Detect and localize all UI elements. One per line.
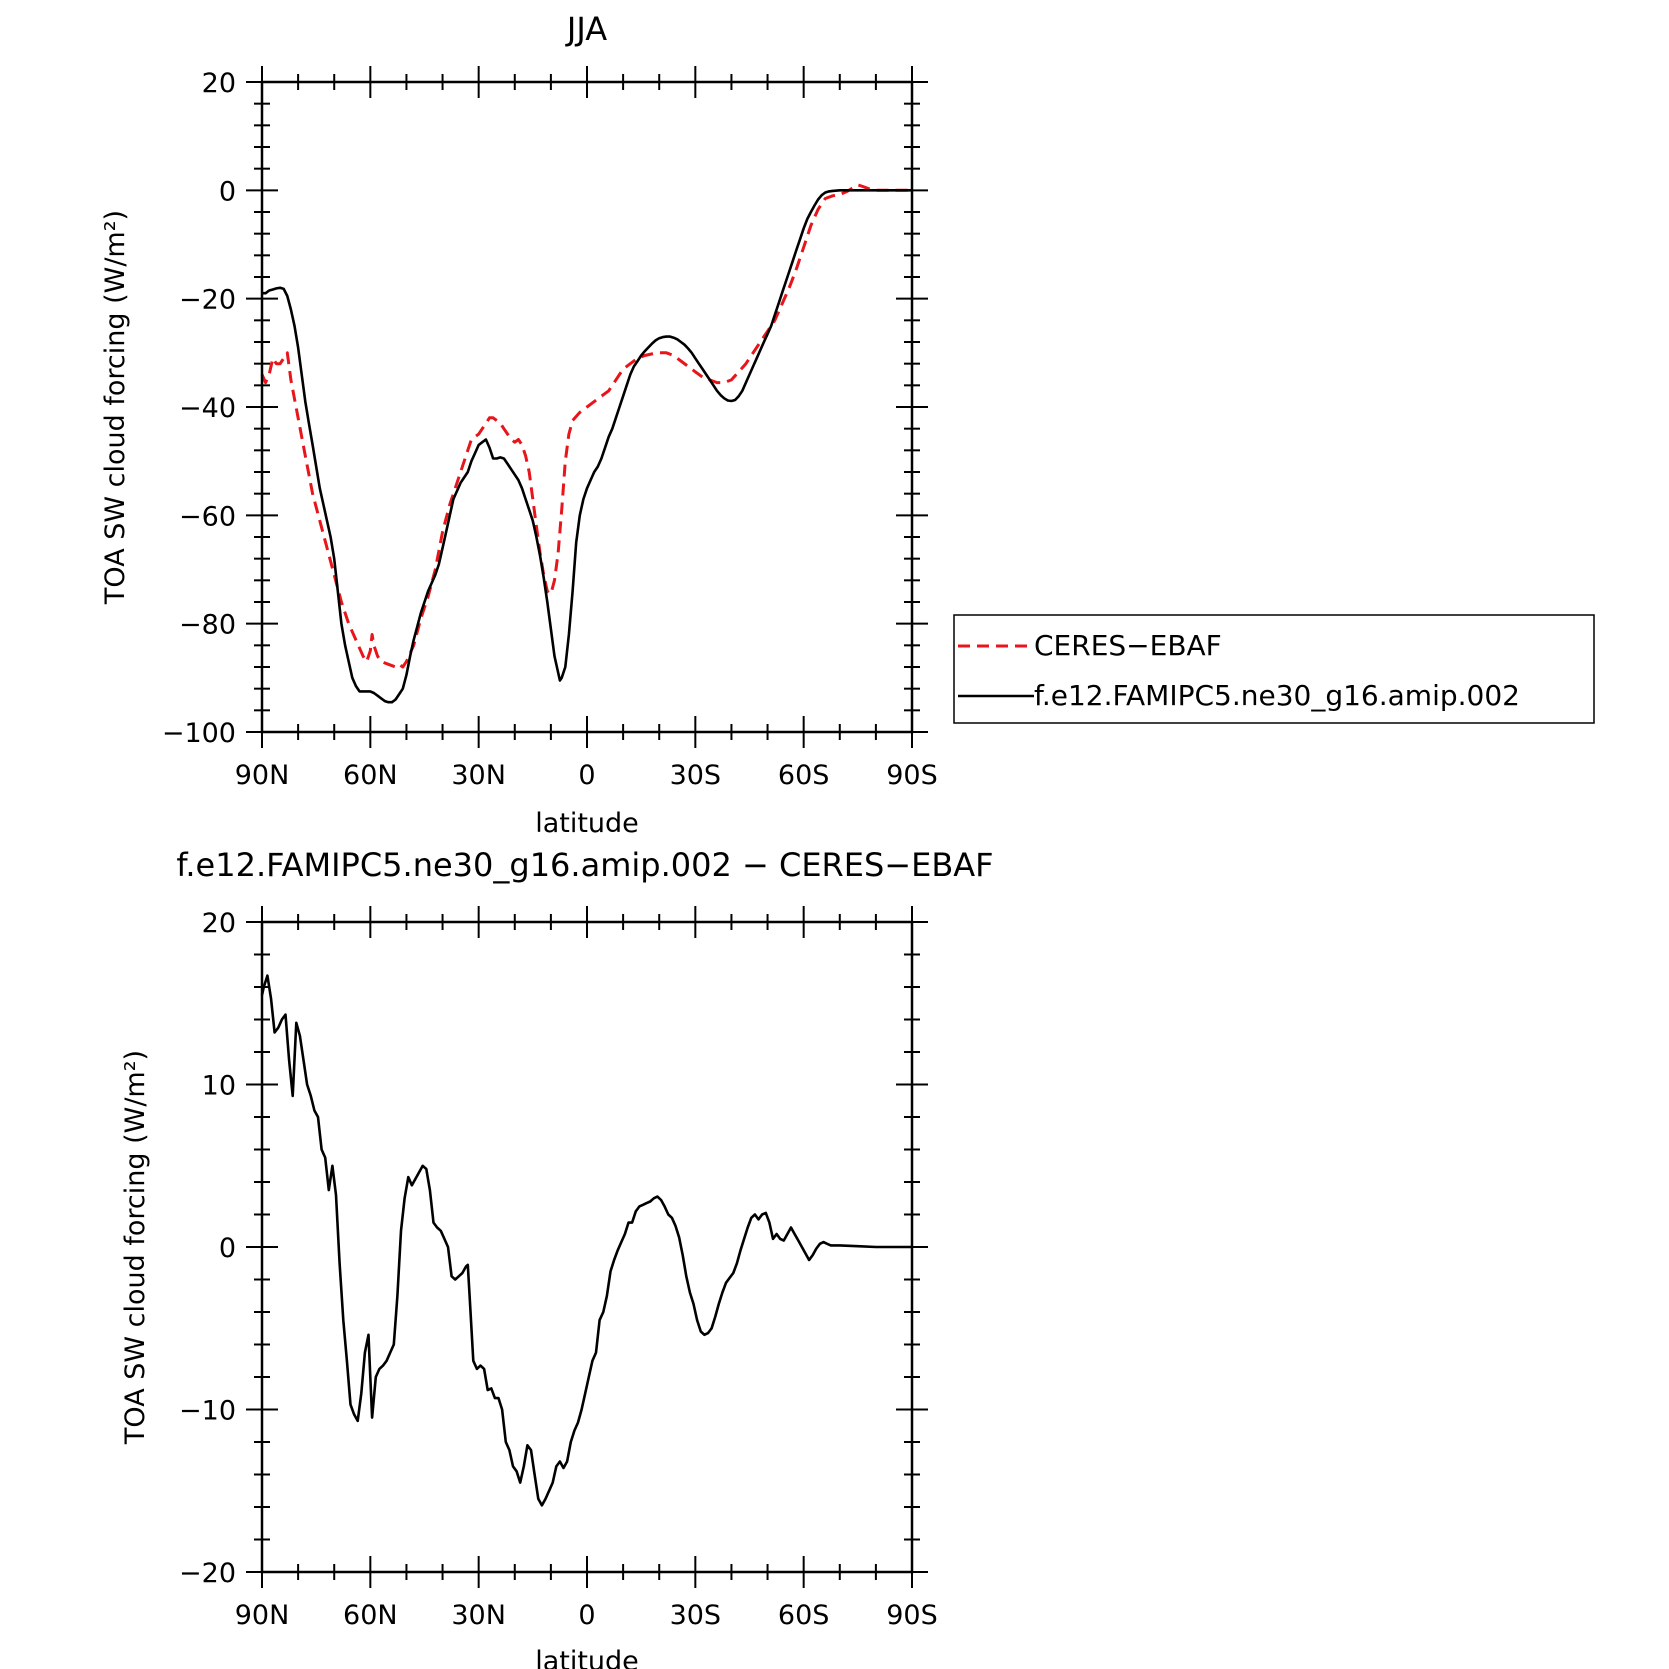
x-tick-label: 0 bbox=[578, 1600, 595, 1631]
y-tick-label: −40 bbox=[179, 393, 236, 424]
legend: CERES−EBAF f.e12.FAMIPC5.ne30_g16.amip.0… bbox=[953, 614, 1595, 724]
panel-bottom: f.e12.FAMIPC5.ne30_g16.amip.002 − CERES−… bbox=[120, 846, 994, 1669]
axis-tick-labels: 90N 60N 30N 0 30S 60S 90S 20 10 0 −10 −20 bbox=[179, 908, 938, 1631]
x-tick-label: 60S bbox=[778, 1600, 830, 1631]
y-tick-label: 0 bbox=[219, 176, 236, 207]
series-line-difference bbox=[260, 974, 912, 1507]
series-layer bbox=[260, 974, 912, 1507]
x-tick-label: 60N bbox=[343, 1600, 398, 1631]
axis-tick-labels: 90N 60N 30N 0 30S 60S 90S 20 0 −20 −40 −60 −80 −100 bbox=[162, 68, 938, 791]
legend-box bbox=[953, 614, 1595, 724]
y-tick-label: −20 bbox=[179, 285, 236, 316]
y-tick-label: −20 bbox=[179, 1558, 236, 1589]
y-tick-label: −80 bbox=[179, 610, 236, 641]
y-tick-label: −100 bbox=[162, 718, 236, 749]
plot-frame bbox=[260, 80, 914, 734]
panel-title: f.e12.FAMIPC5.ne30_g16.amip.002 − CERES−… bbox=[176, 846, 993, 884]
y-tick-label: 20 bbox=[202, 68, 236, 99]
x-tick-label: 90N bbox=[235, 1600, 290, 1631]
y-tick-label: −10 bbox=[179, 1396, 236, 1427]
series-line-f-e12-famipc5-ne30-g16-amip-002 bbox=[262, 189, 912, 704]
series-line-ceres-ebaf bbox=[260, 183, 912, 669]
series-layer bbox=[260, 183, 912, 704]
y-axis-title: TOA SW cloud forcing (W/m²) bbox=[100, 210, 131, 605]
legend-label-ceres: CERES−EBAF bbox=[1034, 629, 1222, 662]
x-axis-title: latitude bbox=[535, 808, 639, 839]
x-tick-label: 30N bbox=[451, 1600, 506, 1631]
x-tick-label: 60N bbox=[343, 760, 398, 791]
y-tick-label: 10 bbox=[202, 1071, 236, 1102]
x-tick-label: 0 bbox=[578, 760, 595, 791]
x-tick-label: 30S bbox=[670, 760, 722, 791]
legend-label-model: f.e12.FAMIPC5.ne30_g16.amip.002 bbox=[1034, 679, 1520, 712]
y-tick-label: 20 bbox=[202, 908, 236, 939]
y-axis-title: TOA SW cloud forcing (W/m²) bbox=[120, 1050, 151, 1445]
panel-top: JJA 90N 60N 30N 0 30S 60S 90S 20 0 −20 −40 −60 −80 −1… bbox=[100, 10, 1595, 839]
x-tick-label: 30N bbox=[451, 760, 506, 791]
x-tick-label: 90S bbox=[886, 760, 938, 791]
x-tick-label: 60S bbox=[778, 760, 830, 791]
axis-ticks bbox=[246, 906, 928, 1588]
plot-frame bbox=[260, 920, 914, 1574]
y-tick-label: −60 bbox=[179, 501, 236, 532]
x-tick-label: 90N bbox=[235, 760, 290, 791]
x-axis-title: latitude bbox=[535, 1646, 639, 1669]
x-tick-label: 30S bbox=[670, 1600, 722, 1631]
panel-title: JJA bbox=[565, 10, 607, 48]
y-tick-label: 0 bbox=[219, 1233, 236, 1264]
x-tick-label: 90S bbox=[886, 1600, 938, 1631]
